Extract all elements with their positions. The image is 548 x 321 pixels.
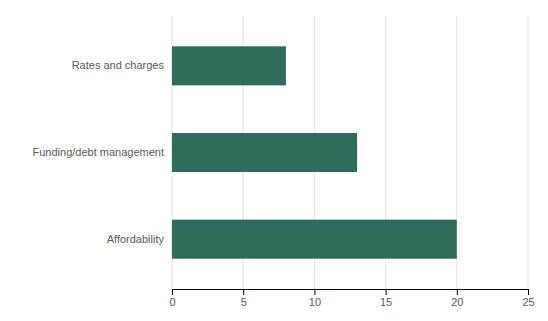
bar (172, 220, 457, 259)
x-tick-label: 10 (309, 296, 321, 308)
x-tick: 0 (169, 289, 175, 308)
x-tick: 25 (522, 289, 534, 308)
x-tick-label: 0 (169, 296, 175, 308)
y-tick-label: Funding/debt management (33, 146, 164, 158)
x-tick-mark (457, 289, 458, 295)
y-axis: Affordability Funding/debt management Rate… (33, 59, 165, 244)
x-tick-label: 5 (241, 296, 247, 308)
x-axis: 0 5 10 15 20 25 (169, 289, 534, 308)
y-tick: Rates and charges (72, 59, 165, 71)
x-tick: 10 (309, 289, 321, 308)
x-tick-mark (386, 289, 387, 295)
x-tick-mark (172, 289, 173, 295)
x-tick-label: 20 (451, 296, 463, 308)
x-tick: 15 (380, 289, 392, 308)
bar (172, 46, 286, 85)
x-tick-mark (314, 289, 315, 295)
x-tick-mark (528, 289, 529, 295)
x-tick-mark (243, 289, 244, 295)
y-tick-label: Affordability (107, 233, 165, 245)
y-tick: Funding/debt management (33, 146, 164, 158)
chart: 0 5 10 15 20 25 Affordability Funding/debt mana… (0, 0, 548, 321)
bar (172, 133, 357, 172)
x-axis-line (173, 290, 529, 296)
grid (172, 16, 528, 289)
y-tick: Affordability (107, 233, 165, 245)
x-tick: 5 (241, 289, 247, 308)
bars (172, 46, 457, 258)
x-tick: 20 (451, 289, 463, 308)
x-tick-label: 15 (380, 296, 392, 308)
grid-line (528, 16, 529, 289)
plot: 0 5 10 15 20 25 Affordability Funding/debt mana… (33, 16, 535, 308)
x-tick-label: 25 (522, 296, 534, 308)
y-tick-label: Rates and charges (72, 59, 165, 71)
